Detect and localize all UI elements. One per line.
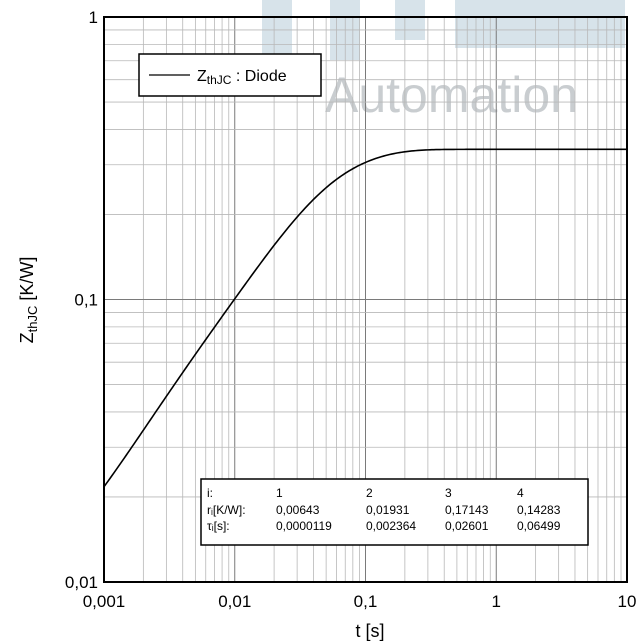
x-axis-title: t [s] (355, 621, 384, 641)
table-box (200, 478, 589, 546)
table-header-2: 2 (366, 486, 373, 500)
y-tick-labels: 0,01 0,1 1 (65, 8, 98, 592)
table-header-4: 4 (517, 486, 524, 500)
parameter-table: i: 1 2 3 4 rᵢ[K/W]: 0,00643 0,01931 0,17… (200, 478, 589, 546)
curve-layer (103, 148, 627, 488)
table-cell-r4: 0,14283 (517, 503, 561, 517)
table-cell-tau3: 0,02601 (445, 519, 489, 533)
watermark-bar-4 (455, 0, 625, 48)
table-cell-tau2: 0,002364 (366, 519, 416, 533)
x-tick-label: 0,01 (218, 592, 251, 611)
table-cell-tau1: 0,0000119 (276, 519, 332, 533)
watermark-text: Automation (325, 67, 578, 123)
x-tick-label: 10 (618, 592, 637, 611)
x-tick-label: 1 (492, 592, 501, 611)
table-header-i: i: (207, 486, 213, 500)
x-tick-label: 0,1 (354, 592, 378, 611)
y-tick-label: 0,01 (65, 573, 98, 592)
x-tick-labels: 0,001 0,01 0,1 1 10 (83, 592, 637, 611)
y-tick-label: 1 (89, 8, 98, 27)
table-header-1: 1 (276, 486, 283, 500)
y-axis-title: ZthJC [K/W] (17, 257, 40, 344)
legend: ZthJC : Diode (138, 53, 322, 97)
y-tick-label: 0,1 (74, 291, 98, 310)
x-tick-label: 0,001 (83, 592, 126, 611)
table-cell-r1: 0,00643 (276, 503, 320, 517)
table-header-3: 3 (445, 486, 452, 500)
table-cell-r2: 0,01931 (366, 503, 410, 517)
table-row-tau-label: τᵢ[s]: (207, 519, 230, 533)
watermark-bar-3 (395, 0, 425, 40)
series-line-zthjc-diode (103, 148, 627, 488)
table-cell-r3: 0,17143 (445, 503, 489, 517)
table-cell-tau4: 0,06499 (517, 519, 561, 533)
plot-frame (103, 16, 628, 583)
table-row-r-label: rᵢ[K/W]: (207, 503, 246, 517)
legend-label: ZthJC : Diode (197, 68, 287, 87)
